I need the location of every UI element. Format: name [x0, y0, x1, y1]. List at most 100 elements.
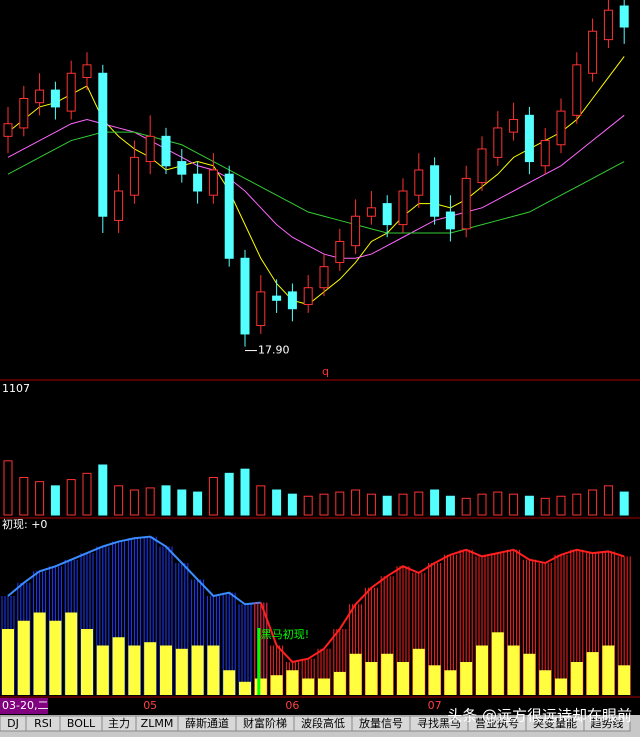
candle-body: [445, 211, 455, 230]
tab-label[interactable]: DJ: [7, 717, 19, 730]
tab-label[interactable]: 主力: [108, 717, 130, 730]
yellow-bar: [286, 670, 299, 695]
yellow-bar: [2, 629, 14, 695]
volume-bar: [461, 497, 471, 516]
low-label: 17.90: [258, 344, 290, 357]
yellow-bar: [539, 670, 552, 695]
candle-body: [430, 165, 440, 217]
volume-bar: [50, 485, 60, 516]
yellow-bar: [618, 665, 631, 695]
volume-bar: [524, 495, 534, 516]
yellow-bar: [444, 670, 457, 695]
tab-label[interactable]: RSI: [34, 717, 52, 730]
candle-body: [177, 161, 187, 175]
yellow-bar: [555, 678, 567, 695]
yellow-bar: [428, 665, 441, 695]
yellow-bar: [365, 662, 378, 695]
tab-label[interactable]: 寻找黑马: [417, 716, 461, 730]
volume-bar: [509, 493, 519, 516]
ma-line: [7, 114, 625, 259]
volume-bar: [224, 472, 234, 516]
candle-body: [556, 110, 566, 146]
tab-label[interactable]: 波段高低: [301, 716, 345, 730]
volume-bar: [430, 489, 440, 516]
yellow-bar: [33, 612, 46, 695]
yellow-bar: [381, 653, 394, 695]
indicator-label: 初现: +0: [2, 517, 47, 531]
tab-label[interactable]: 趋势线: [591, 716, 624, 730]
tab-label[interactable]: 营业执号: [475, 716, 519, 730]
yellow-bar: [81, 629, 93, 695]
tab-label[interactable]: 放量信号: [359, 716, 403, 730]
indicator-line: [7, 535, 261, 606]
volume-label: 1107: [2, 382, 30, 395]
yellow-bar: [112, 637, 125, 695]
candle-body: [193, 173, 203, 192]
candle-body: [477, 148, 487, 184]
volume-bar: [351, 489, 361, 516]
candle-body: [129, 156, 139, 196]
yellow-bar: [523, 653, 536, 695]
volume-bar: [382, 495, 392, 516]
date-box: [0, 698, 48, 714]
volume-bar: [66, 479, 76, 516]
yellow-bar: [302, 678, 315, 695]
yellow-bar: [507, 645, 520, 695]
volume-bar: [335, 491, 345, 516]
yellow-bar: [602, 645, 615, 695]
tab-label[interactable]: 薛斯通道: [185, 716, 229, 730]
yellow-bar: [207, 645, 220, 695]
indicator-line: [259, 548, 625, 664]
yellow-bar: [223, 670, 236, 695]
yellow-bar: [96, 645, 109, 695]
yellow-bar: [65, 612, 78, 695]
yellow-bar: [476, 645, 488, 695]
candle-body: [208, 169, 218, 196]
volume-bar: [114, 485, 124, 516]
watermark: 头条 @远方很远诗却在眼前: [447, 707, 632, 725]
volume-bar: [603, 485, 613, 516]
candle-body: [319, 266, 329, 289]
volume-bar: [19, 477, 29, 516]
yellow-bar: [160, 645, 172, 695]
candle-body: [540, 140, 550, 167]
candle-body: [461, 177, 471, 230]
volume-bar: [177, 489, 187, 516]
candle-body: [114, 190, 124, 221]
volume-bar: [35, 481, 45, 516]
volume-bar: [398, 493, 408, 516]
volume-bar: [129, 489, 139, 516]
candle-body: [19, 98, 29, 129]
yellow-bar: [128, 645, 141, 695]
volume-bar: [572, 493, 582, 516]
tab-label[interactable]: BOLL: [67, 717, 96, 730]
yellow-bar: [270, 675, 283, 695]
yellow-bar: [254, 678, 267, 695]
candle-body: [366, 207, 376, 217]
candle-body: [82, 64, 92, 78]
candle-body: [524, 114, 534, 163]
tab-label[interactable]: 财富阶梯: [243, 716, 287, 730]
volume-bar: [161, 485, 171, 516]
ma-line: [7, 56, 625, 306]
x-tick-label: 06: [285, 699, 299, 712]
volume-bar: [319, 493, 329, 516]
yellow-bar: [239, 681, 251, 695]
candle-body: [240, 257, 250, 335]
tab[interactable]: [583, 715, 631, 732]
date-label: 03-20,二: [2, 699, 48, 712]
candle-body: [145, 135, 155, 163]
volume-bar: [98, 464, 108, 516]
volume-bar: [272, 489, 282, 516]
volume-bar: [240, 468, 250, 516]
candle-body: [161, 135, 171, 167]
yellow-bar: [318, 678, 330, 695]
tab-label[interactable]: 突变量能: [533, 716, 577, 730]
volume-bar: [303, 495, 313, 516]
tab-label[interactable]: ZLMM: [141, 717, 174, 730]
candle-body: [588, 30, 598, 74]
yellow-bar: [49, 620, 62, 695]
yellow-bar: [460, 662, 473, 695]
volume-bar: [493, 491, 503, 516]
candle-body: [66, 72, 76, 112]
